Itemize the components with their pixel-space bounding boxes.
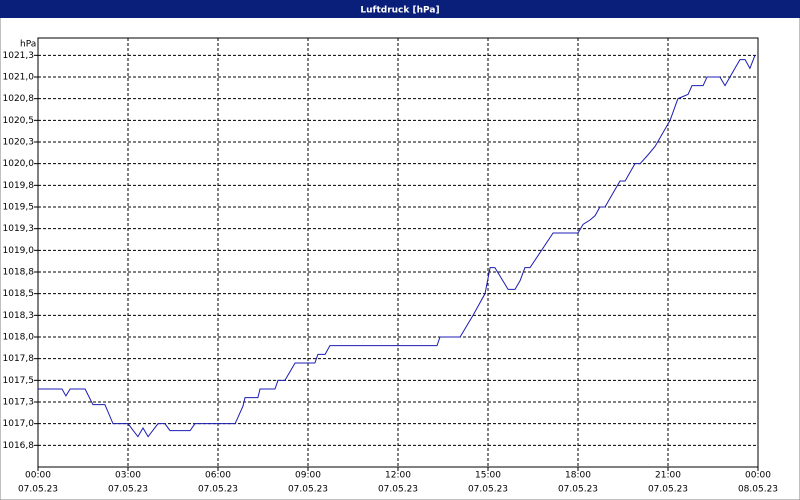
y-tick-label: 1017,0 [3,419,35,429]
y-tick-label: 1019,8 [3,181,35,191]
title-bar [0,0,800,18]
y-tick-label: 1018,3 [3,311,35,321]
y-tick-label: 1018,0 [3,333,35,343]
y-tick-label: 1021,3 [3,51,35,61]
y-tick-label: 1021,0 [3,73,35,83]
x-tick-label: 09:00 [295,471,321,481]
x-tick-label: 21:00 [655,471,681,481]
x-tick-date: 07.05.23 [468,485,508,495]
y-tick-label: 1019,0 [3,246,35,256]
y-tick-label: 1019,5 [3,203,35,213]
x-tick-date: 07.05.23 [198,485,238,495]
y-tick-label: 1017,8 [3,354,35,364]
y-tick-label: 1020,0 [3,159,35,169]
x-tick-date: 07.05.23 [18,485,58,495]
y-axis-label: hPa [20,40,36,50]
x-tick-label: 06:00 [205,471,231,481]
chart-title: Luftdruck [hPa] [360,6,439,16]
x-tick-date: 07.05.23 [648,485,688,495]
plot-background [37,37,759,468]
y-tick-label: 1018,8 [3,268,35,278]
y-tick-label: 1016,8 [3,441,35,451]
y-tick-label: 1020,5 [3,116,35,126]
x-tick-label: 15:00 [475,471,501,481]
x-tick-label: 12:00 [385,471,411,481]
x-tick-label: 18:00 [565,471,591,481]
y-tick-label: 1017,5 [3,376,35,386]
y-tick-label: 1017,3 [3,398,35,408]
data-line [38,55,756,438]
x-tick-date: 07.05.23 [558,485,598,495]
x-tick-date: 07.05.23 [378,485,418,495]
y-tick-label: 1019,3 [3,224,35,234]
y-tick-label: 1020,3 [3,138,35,148]
x-tick-date: 07.05.23 [288,485,328,495]
x-tick-date: 08.05.23 [738,485,778,495]
x-tick-label: 00:00 [745,471,771,481]
y-tick-label: 1020,8 [3,94,35,104]
x-tick-label: 03:00 [115,471,141,481]
y-tick-label: 1018,5 [3,289,35,299]
x-tick-label: 00:00 [25,471,51,481]
x-tick-date: 07.05.23 [108,485,148,495]
